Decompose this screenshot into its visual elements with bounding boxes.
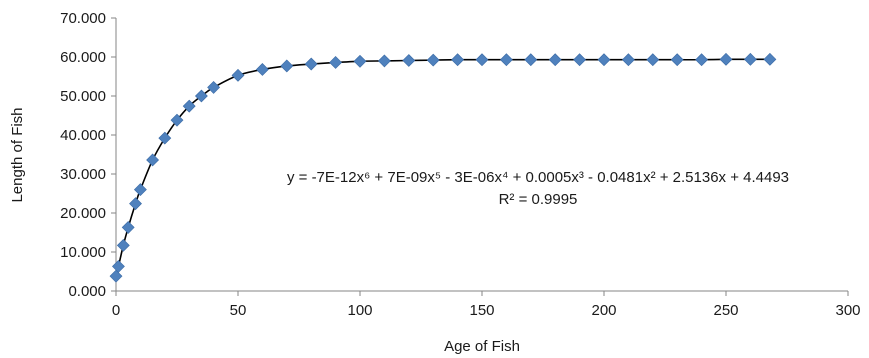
data-point	[377, 54, 391, 68]
data-point	[146, 153, 160, 167]
data-point	[621, 53, 635, 67]
data-point	[116, 238, 130, 252]
x-tick-label: 250	[713, 302, 738, 319]
data-point	[597, 53, 611, 67]
data-point	[280, 59, 294, 73]
y-axis-ticks: 0.000 10.000 20.000 30.000 40.000 50.000 60.00…	[60, 10, 116, 300]
data-point	[646, 53, 660, 67]
data-point	[743, 52, 757, 66]
data-point	[353, 54, 367, 68]
data-point	[763, 52, 777, 66]
y-tick-label: 50.000	[60, 88, 106, 105]
y-tick-label: 0.000	[68, 283, 106, 300]
x-tick-label: 50	[230, 302, 247, 319]
data-point	[304, 57, 318, 71]
trendline-r-squared: R² = 0.9995	[499, 191, 578, 208]
data-point	[670, 53, 684, 67]
x-axis-ticks: 0 50 100 150 200 250 300	[112, 291, 861, 319]
data-point	[573, 53, 587, 67]
x-axis-title: Age of Fish	[444, 338, 520, 355]
x-tick-label: 0	[112, 302, 120, 319]
data-point	[194, 89, 208, 103]
y-tick-label: 60.000	[60, 49, 106, 66]
data-point	[426, 53, 440, 67]
data-point	[475, 53, 489, 67]
data-point	[170, 113, 184, 127]
plot-area: 0.000 10.000 20.000 30.000 40.000 50.000 60.00…	[60, 10, 860, 319]
x-tick-label: 150	[469, 302, 494, 319]
data-point	[231, 68, 245, 82]
data-point	[524, 53, 538, 67]
data-point	[109, 269, 123, 283]
data-point	[402, 54, 416, 67]
data-point	[129, 197, 142, 211]
data-point	[182, 99, 196, 113]
data-point	[499, 53, 513, 67]
data-point	[121, 221, 135, 234]
x-tick-label: 100	[347, 302, 372, 319]
x-tick-label: 200	[591, 302, 616, 319]
data-point	[548, 53, 562, 67]
y-tick-label: 10.000	[60, 244, 106, 261]
y-tick-label: 70.000	[60, 10, 106, 27]
x-tick-label: 300	[835, 302, 860, 319]
trendline-equation: y = -7E-12x⁶ + 7E-09x⁵ - 3E-06x⁴ + 0.000…	[287, 169, 789, 186]
y-tick-label: 20.000	[60, 205, 106, 222]
data-point	[719, 52, 733, 66]
data-points	[109, 52, 777, 283]
y-tick-label: 40.000	[60, 127, 106, 144]
data-point	[329, 56, 343, 69]
y-axis-title: Length of Fish	[9, 107, 26, 202]
y-tick-label: 30.000	[60, 166, 106, 183]
data-point	[158, 131, 172, 145]
data-point	[255, 63, 269, 76]
data-point	[112, 260, 125, 273]
data-point	[133, 183, 147, 197]
data-point	[451, 53, 465, 67]
data-point	[207, 80, 221, 94]
data-point	[695, 53, 709, 67]
